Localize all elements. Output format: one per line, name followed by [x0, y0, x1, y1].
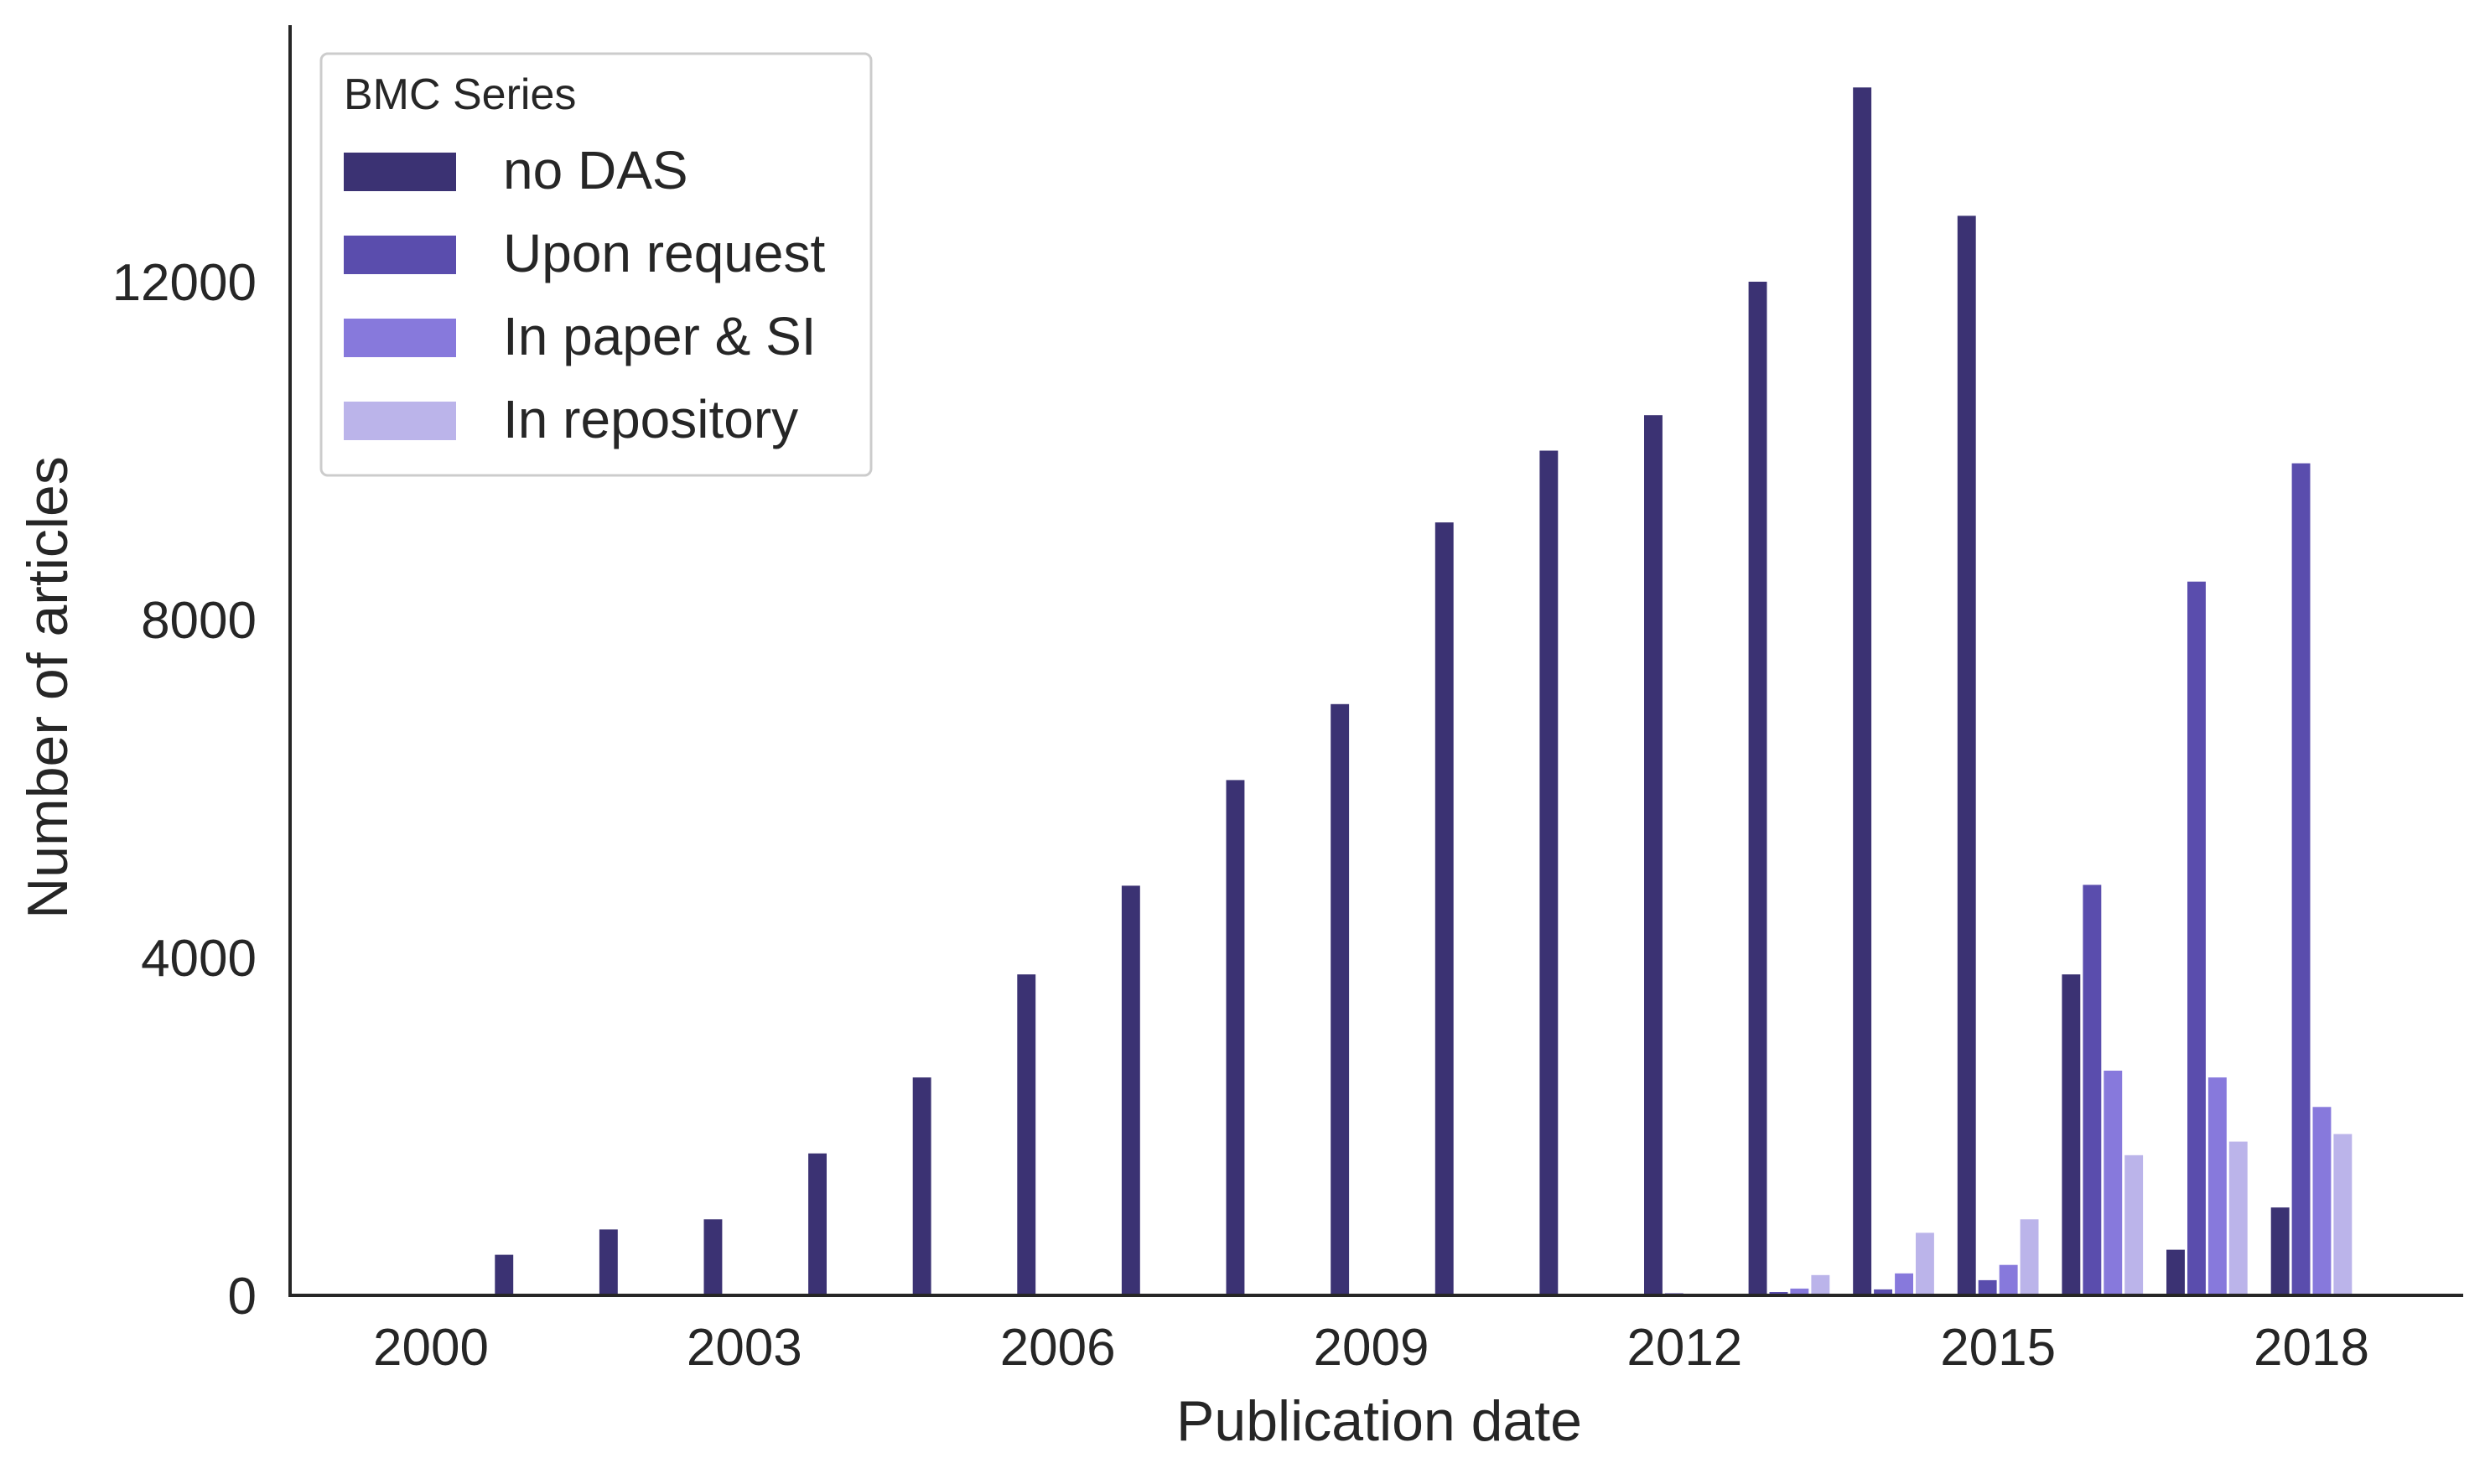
legend-entries: no DAS Upon request In paper & SI In reposi…: [344, 140, 825, 449]
bar-in-repository-2016: [2124, 1155, 2144, 1295]
ticks-layer: 0 4000 8000 12000 2000 2003 2006 2009 2012 2015 20…: [112, 254, 2369, 1377]
axes-layer: [288, 25, 2463, 1297]
bar-no-das-2018: [2270, 1207, 2290, 1295]
bar-no-das-2008: [1226, 780, 1245, 1295]
bar-no-das-2013: [1748, 282, 1767, 1295]
x-tick-label: 2009: [1314, 1319, 1429, 1377]
bar-in-paper-si-2018: [2312, 1107, 2332, 1295]
bar-upon-request-2015: [1978, 1279, 1997, 1295]
bar-no-das-2006: [1017, 974, 1036, 1295]
y-axis-title: Number of articles: [16, 456, 80, 919]
bar-no-das-2010: [1434, 522, 1454, 1295]
x-tick-label: 2006: [1000, 1319, 1116, 1377]
bar-upon-request-2017: [2187, 581, 2206, 1295]
legend: BMC Series no DAS Upon request In paper & …: [319, 52, 873, 477]
legend-swatch: [344, 319, 456, 357]
x-tick-label: 2000: [373, 1319, 489, 1377]
bar-no-das-2004: [808, 1153, 827, 1295]
bar-no-das-2011: [1539, 450, 1559, 1295]
y-tick-label: 12000: [112, 254, 257, 312]
bar-in-paper-si-2013: [1790, 1288, 1809, 1295]
bar-no-das-2017: [2166, 1249, 2185, 1295]
legend-swatch: [344, 402, 456, 440]
bar-no-das-2002: [599, 1229, 618, 1295]
legend-frame: [319, 52, 873, 477]
bar-in-repository-2017: [2228, 1141, 2248, 1295]
legend-label: In paper & SI: [503, 306, 817, 366]
legend-swatch: [344, 153, 456, 191]
bar-upon-request-2016: [2083, 885, 2102, 1295]
x-axis-title: Publication date: [1176, 1389, 1582, 1453]
bar-no-das-2016: [2062, 974, 2081, 1295]
y-tick-label: 0: [228, 1268, 257, 1326]
x-tick-label: 2015: [1940, 1319, 2056, 1377]
x-tick-label: 2018: [2254, 1319, 2369, 1377]
bar-in-repository-2013: [1811, 1274, 1830, 1295]
bar-in-paper-si-2015: [1999, 1264, 2018, 1295]
bar-no-das-2014: [1853, 87, 1872, 1295]
bar-in-repository-2018: [2333, 1134, 2353, 1295]
x-tick-label: 2003: [687, 1319, 802, 1377]
bar-no-das-2015: [1957, 215, 1976, 1295]
bar-in-paper-si-2016: [2104, 1071, 2123, 1295]
bar-no-das-2003: [703, 1219, 723, 1295]
bar-in-repository-2014: [1916, 1232, 1934, 1295]
bar-no-das-2005: [912, 1077, 931, 1295]
legend-label: Upon request: [503, 223, 825, 283]
legend-swatch: [344, 236, 456, 274]
bar-upon-request-2018: [2291, 463, 2311, 1295]
bar-no-das-2009: [1331, 703, 1350, 1296]
bar-in-paper-si-2017: [2207, 1077, 2227, 1295]
bar-upon-request-2014: [1874, 1289, 1892, 1295]
legend-label: In repository: [503, 389, 798, 449]
legend-title: BMC Series: [344, 70, 576, 119]
y-tick-label: 8000: [141, 592, 257, 650]
bar-in-repository-2015: [2020, 1219, 2039, 1295]
bar-in-paper-si-2014: [1895, 1273, 1913, 1295]
bars-layer: [495, 87, 2353, 1296]
bar-no-das-2001: [495, 1254, 514, 1295]
bar-no-das-2012: [1644, 415, 1663, 1296]
x-tick-label: 2012: [1626, 1319, 1742, 1377]
bar-no-das-2007: [1121, 885, 1140, 1295]
legend-label: no DAS: [503, 140, 688, 200]
y-tick-label: 4000: [141, 930, 257, 988]
